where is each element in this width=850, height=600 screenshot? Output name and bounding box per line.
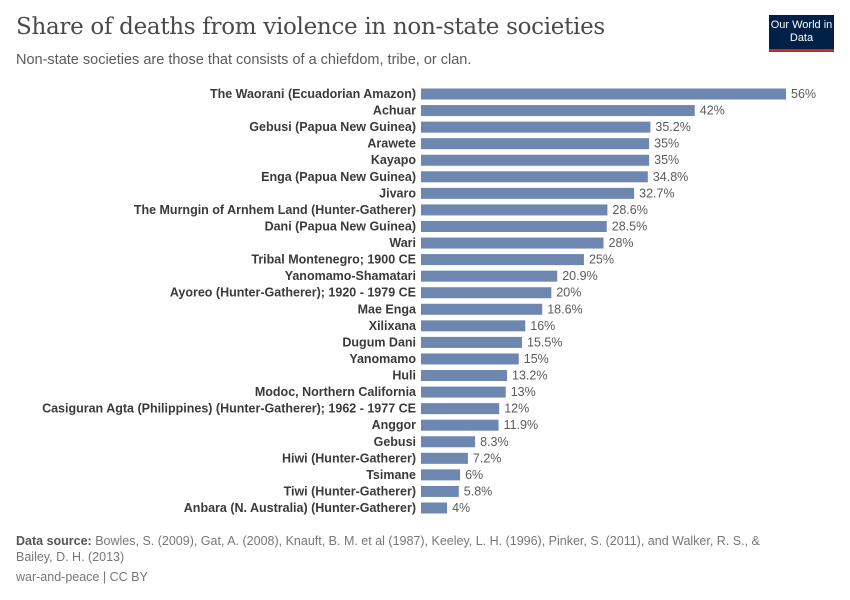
- value-label: 34.8%: [653, 170, 688, 184]
- value-label: 15.5%: [527, 335, 562, 349]
- bar[interactable]: [421, 469, 461, 481]
- value-label: 56%: [791, 87, 816, 101]
- value-label: 12%: [504, 402, 529, 416]
- owid-logo[interactable]: Our World in Data: [769, 15, 834, 52]
- value-label: 35%: [654, 153, 679, 167]
- source-text: Bowles, S. (2009), Gat, A. (2008), Knauf…: [16, 534, 760, 564]
- value-label: 15%: [524, 352, 549, 366]
- value-label: 20.9%: [562, 269, 597, 283]
- value-label: 11.9%: [504, 418, 539, 432]
- value-label: 28%: [609, 236, 634, 250]
- category-label: Yanomamo-Shamatari: [285, 269, 416, 283]
- category-label: Dani (Papua New Guinea): [265, 219, 416, 233]
- category-label: Mae Enga: [358, 302, 417, 316]
- bar[interactable]: [421, 452, 468, 464]
- bar[interactable]: [421, 287, 552, 299]
- license: war-and-peace | CC BY: [16, 570, 148, 584]
- category-label: Anggor: [372, 418, 417, 432]
- value-label: 5.8%: [464, 484, 493, 498]
- source-label: Data source:: [16, 534, 92, 548]
- value-label: 28.5%: [612, 219, 647, 233]
- bar[interactable]: [421, 187, 635, 199]
- value-label: 25%: [589, 253, 614, 267]
- value-label: 13%: [511, 385, 536, 399]
- bar[interactable]: [421, 419, 499, 431]
- category-label: Xilixana: [369, 319, 417, 333]
- category-label: The Murngin of Arnhem Land (Hunter-Gathe…: [134, 203, 416, 217]
- category-label: Tiwi (Hunter-Gatherer): [284, 484, 416, 498]
- bar[interactable]: [421, 370, 508, 382]
- bar[interactable]: [421, 154, 650, 166]
- category-label: Ayoreo (Hunter-Gatherer); 1920 - 1979 CE: [170, 286, 416, 300]
- bar[interactable]: [421, 502, 448, 514]
- category-label: Yanomamo: [349, 352, 416, 366]
- category-label: The Waorani (Ecuadorian Amazon): [210, 87, 416, 101]
- category-label: Casiguran Agta (Philippines) (Hunter-Gat…: [42, 402, 416, 416]
- category-label: Enga (Papua New Guinea): [261, 170, 416, 184]
- category-label: Tsimane: [366, 468, 416, 482]
- category-label: Huli: [392, 369, 416, 383]
- chart-title: Share of deaths from violence in non-sta…: [16, 14, 605, 40]
- bar[interactable]: [421, 204, 608, 216]
- chart-subtitle: Non-state societies are those that consi…: [16, 52, 472, 68]
- value-label: 6%: [465, 468, 483, 482]
- value-label: 35.2%: [655, 120, 690, 134]
- bar[interactable]: [421, 303, 543, 315]
- category-label: Jivaro: [379, 186, 416, 200]
- category-label: Wari: [389, 236, 416, 250]
- category-label: Tribal Montenegro; 1900 CE: [251, 253, 416, 267]
- category-label: Modoc, Northern California: [255, 385, 417, 399]
- bar[interactable]: [421, 403, 500, 415]
- bar[interactable]: [421, 171, 648, 183]
- bar[interactable]: [421, 220, 607, 232]
- bar[interactable]: [421, 386, 506, 398]
- bar[interactable]: [421, 436, 476, 448]
- category-label: Gebusi (Papua New Guinea): [249, 120, 416, 134]
- bar[interactable]: [421, 320, 526, 332]
- bar[interactable]: [421, 121, 651, 133]
- value-label: 4%: [452, 501, 470, 515]
- category-label: Gebusi: [374, 435, 416, 449]
- bar[interactable]: [421, 88, 786, 100]
- value-label: 13.2%: [512, 369, 547, 383]
- bar[interactable]: [421, 105, 695, 117]
- value-label: 32.7%: [639, 186, 674, 200]
- value-label: 8.3%: [480, 435, 509, 449]
- data-source: Data source: Bowles, S. (2009), Gat, A. …: [16, 533, 776, 565]
- bar[interactable]: [421, 237, 604, 249]
- bar[interactable]: [421, 353, 519, 365]
- bar[interactable]: [421, 485, 459, 497]
- value-label: 42%: [700, 104, 725, 118]
- bar[interactable]: [421, 270, 558, 282]
- category-label: Dugum Dani: [342, 335, 416, 349]
- category-label: Kayapo: [371, 153, 417, 167]
- value-label: 7.2%: [473, 451, 502, 465]
- bar[interactable]: [421, 336, 523, 348]
- value-label: 16%: [530, 319, 555, 333]
- value-label: 20%: [556, 286, 581, 300]
- bar[interactable]: [421, 254, 584, 266]
- value-label: 28.6%: [612, 203, 647, 217]
- category-label: Anbara (N. Australia) (Hunter-Gatherer): [184, 501, 416, 515]
- category-label: Hiwi (Hunter-Gatherer): [282, 451, 416, 465]
- bar[interactable]: [421, 138, 650, 150]
- category-label: Arawete: [367, 137, 416, 151]
- value-label: 18.6%: [547, 302, 582, 316]
- value-label: 35%: [654, 137, 679, 151]
- category-label: Achuar: [373, 104, 416, 118]
